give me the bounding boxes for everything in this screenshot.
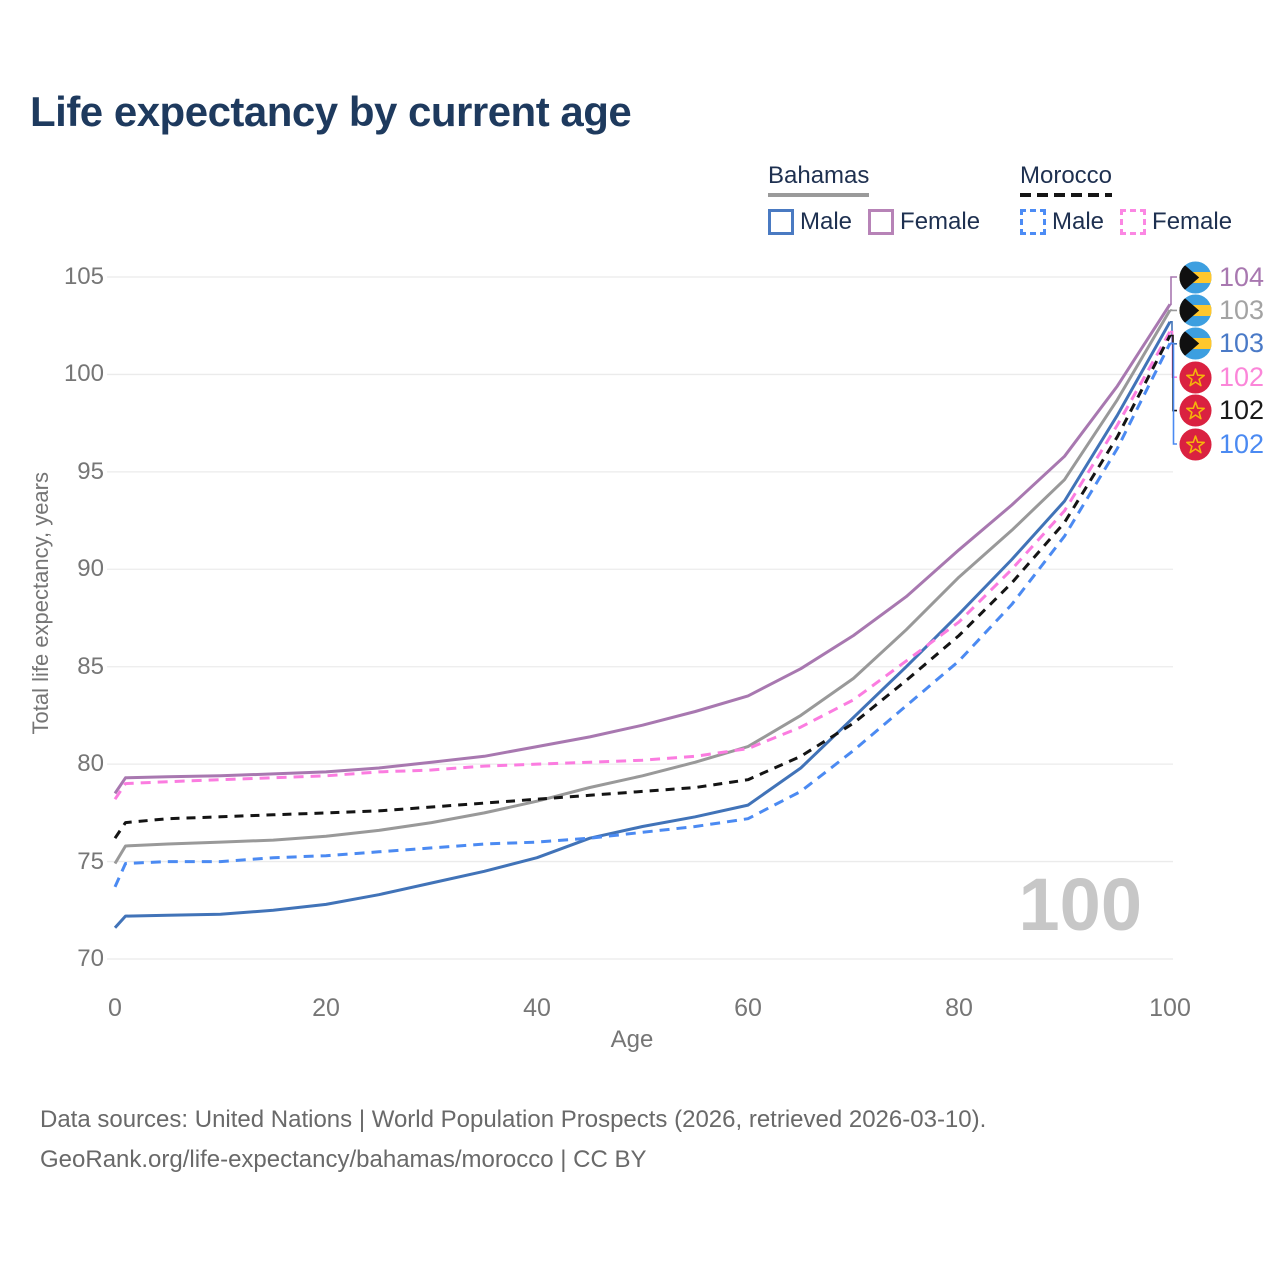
y-axis-title: Total life expectancy, years xyxy=(28,472,53,735)
series-line-morocco-female xyxy=(113,330,1172,801)
series-line-morocco-male xyxy=(113,342,1172,888)
morocco-female-swatch-icon xyxy=(1120,209,1147,236)
series-end-value-bahamas-both: 103 xyxy=(1219,294,1265,325)
legend-label-morocco-female: Female xyxy=(1152,208,1233,236)
y-tick-label-90: 90 xyxy=(77,555,104,583)
x-tick-label-20: 20 xyxy=(312,994,340,1022)
series-end-value-bahamas-female: 104 xyxy=(1219,261,1265,292)
end-connector-bahamas-female xyxy=(1170,276,1177,306)
y-tick-label-80: 80 xyxy=(77,750,104,778)
series-line-bahamas-male xyxy=(113,321,1172,929)
morocco-flag-icon xyxy=(1179,361,1212,394)
morocco-flag-icon xyxy=(1179,427,1212,461)
bahamas-male-swatch-icon xyxy=(768,209,794,236)
series-end-label-bahamas-male: 103 xyxy=(1179,327,1264,360)
series-line-bahamas-both xyxy=(113,309,1172,865)
series-end-label-morocco-male: 102 xyxy=(1179,427,1265,461)
legend-item-morocco-male[interactable]: Male xyxy=(1020,208,1104,236)
series-end-label-morocco-female: 102 xyxy=(1179,361,1264,394)
x-axis-title: Age xyxy=(610,1026,654,1053)
x-tick-label-80: 80 xyxy=(945,994,973,1022)
y-tick-label-100: 100 xyxy=(63,360,104,388)
x-tick-label-40: 40 xyxy=(523,994,551,1022)
morocco-male-swatch-icon xyxy=(1020,209,1046,236)
chart-title: Life expectancy by current age xyxy=(30,88,632,135)
bahamas-flag-icon xyxy=(1179,327,1212,360)
legend-item-morocco-female[interactable]: Female xyxy=(1120,208,1232,236)
x-tick-label-60: 60 xyxy=(734,994,762,1022)
series-end-value-morocco-male: 102 xyxy=(1219,428,1265,459)
age-watermark: 100 xyxy=(1018,863,1142,946)
bahamas-female-swatch-icon xyxy=(868,209,895,236)
legend-label-morocco-male: Male xyxy=(1052,208,1105,236)
morocco-flag-icon xyxy=(1179,394,1212,427)
series-end-value-morocco-female: 102 xyxy=(1219,361,1265,392)
x-tick-label-100: 100 xyxy=(1149,994,1191,1022)
legend-country-bahamas[interactable]: Bahamas xyxy=(768,162,870,189)
series-end-label-bahamas-both: 103 xyxy=(1179,294,1264,327)
series-line-morocco-both xyxy=(113,334,1172,840)
legend-item-bahamas-female[interactable]: Female xyxy=(868,208,980,236)
series-end-value-morocco-both: 102 xyxy=(1219,395,1265,426)
legend-label-bahamas-male: Male xyxy=(800,208,853,236)
series-end-label-bahamas-female: 104 xyxy=(1179,260,1265,294)
footer-attribution: GeoRank.org/life-expectancy/bahamas/moro… xyxy=(40,1146,647,1173)
legend-country-morocco[interactable]: Morocco xyxy=(1020,162,1113,189)
bahamas-flag-icon xyxy=(1179,260,1212,294)
legend-label-bahamas-female: Female xyxy=(900,208,981,236)
end-connector-morocco-male xyxy=(1170,342,1177,445)
legend-bahamas-keyline xyxy=(768,193,870,198)
y-tick-label-85: 85 xyxy=(77,652,104,680)
x-tick-label-0: 0 xyxy=(108,994,122,1022)
legend-morocco-keyline xyxy=(1020,193,1113,198)
footer-data-sources: Data sources: United Nations | World Pop… xyxy=(40,1106,987,1133)
y-tick-label-70: 70 xyxy=(77,945,104,972)
series-line-bahamas-female xyxy=(113,303,1172,795)
y-tick-label-105: 105 xyxy=(63,263,104,290)
bahamas-flag-icon xyxy=(1179,294,1212,327)
legend-item-bahamas-male[interactable]: Male xyxy=(768,208,852,236)
series-end-label-morocco-both: 102 xyxy=(1179,394,1264,427)
legend-group-morocco: Morocco Male Female xyxy=(1020,162,1232,236)
legend-group-bahamas: Bahamas Male Female xyxy=(768,162,980,236)
series-end-value-bahamas-male: 103 xyxy=(1219,328,1265,359)
y-tick-label-75: 75 xyxy=(77,847,104,875)
y-tick-label-95: 95 xyxy=(77,457,104,485)
